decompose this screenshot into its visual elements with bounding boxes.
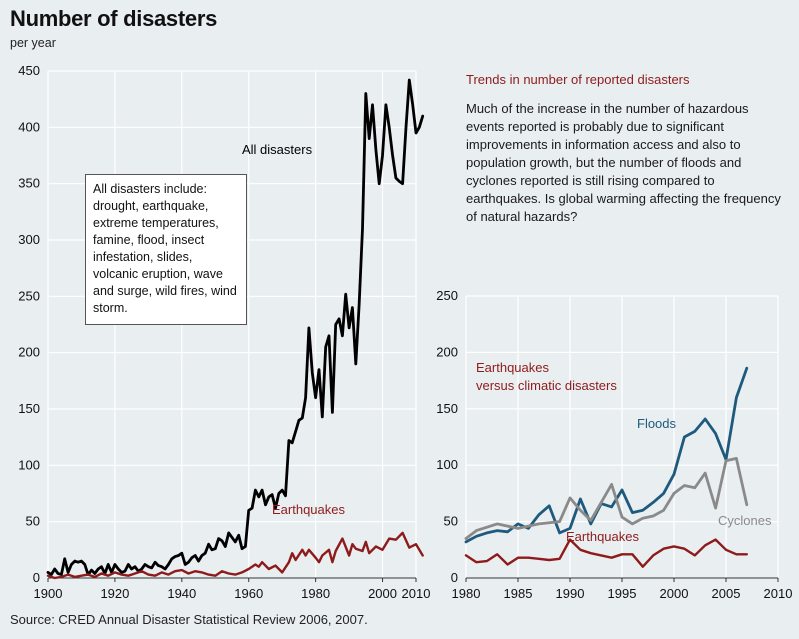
trends-description: Much of the increase in the number of ha…: [466, 101, 781, 224]
y-tick-label: 100: [18, 457, 40, 472]
y-tick-label: 0: [451, 570, 458, 585]
y-tick-label: 350: [18, 176, 40, 191]
x-tick-label: 1920: [100, 586, 129, 601]
right-chart-title-line2: versus climatic disasters: [476, 378, 617, 393]
y-tick-label: 50: [444, 514, 458, 529]
x-tick-label: 2010: [402, 586, 431, 601]
all-disasters-chart: 0 50 100 150 200 250 300 350 400 450 1900 1920 1940 1…: [18, 63, 430, 601]
x-tick-label: 1980: [301, 586, 330, 601]
series-label-earthquakes-left: Earthquakes: [272, 502, 345, 517]
x-tick-label: 1960: [234, 586, 263, 601]
x-tick-label: 2000: [660, 586, 689, 601]
y-tick-label: 400: [18, 119, 40, 134]
y-tick-label: 300: [18, 232, 40, 247]
chart-subtitle: per year: [10, 36, 56, 50]
y-tick-label: 50: [26, 514, 40, 529]
trends-title: Trends in number of reported disasters: [466, 72, 690, 87]
series-line-cyclones: [464, 456, 749, 540]
series-label-floods: Floods: [637, 416, 677, 431]
all-disasters-info-box: All disasters include: drought, earthqua…: [85, 174, 247, 325]
x-tick-label: 2010: [764, 586, 793, 601]
x-tick-label: 1985: [504, 586, 533, 601]
series-label-cyclones: Cyclones: [718, 513, 772, 528]
x-tick-label: 1940: [167, 586, 196, 601]
series-label-earthquakes-right: Earthquakes: [566, 529, 639, 544]
x-tick-label: 2000: [368, 586, 397, 601]
x-tick-label: 1995: [608, 586, 637, 601]
y-tick-label: 150: [18, 401, 40, 416]
series-label-all-disasters: All disasters: [242, 142, 313, 157]
earthquakes-vs-climatic-chart: 0 50 100 150 200 250 1980 1985 1990 1995 2000 2005 2…: [436, 288, 792, 601]
series-line-earthquakes: [46, 531, 424, 580]
x-tick-label: 1900: [34, 586, 63, 601]
chart-title: Number of disasters: [10, 6, 218, 31]
series-line-floods: [464, 366, 749, 544]
series-line-all-disasters: [46, 78, 425, 576]
y-tick-label: 200: [18, 345, 40, 360]
series-line-earthquakes: [464, 538, 748, 568]
y-tick-label: 150: [436, 401, 458, 416]
y-tick-label: 100: [436, 457, 458, 472]
y-tick-label: 0: [33, 570, 40, 585]
x-tick-label: 2005: [712, 586, 741, 601]
right-chart-title-line1: Earthquakes: [476, 360, 549, 375]
y-tick-label: 250: [18, 288, 40, 303]
x-tick-label: 1980: [452, 586, 481, 601]
x-tick-label: 1990: [556, 586, 585, 601]
source-note: Source: CRED Annual Disaster Statistical…: [10, 612, 368, 627]
y-tick-label: 450: [18, 63, 40, 78]
y-tick-label: 250: [436, 288, 458, 303]
series-labels: All disasters Earthquakes Floods Cyclone…: [242, 142, 772, 544]
y-tick-label: 200: [436, 344, 458, 359]
